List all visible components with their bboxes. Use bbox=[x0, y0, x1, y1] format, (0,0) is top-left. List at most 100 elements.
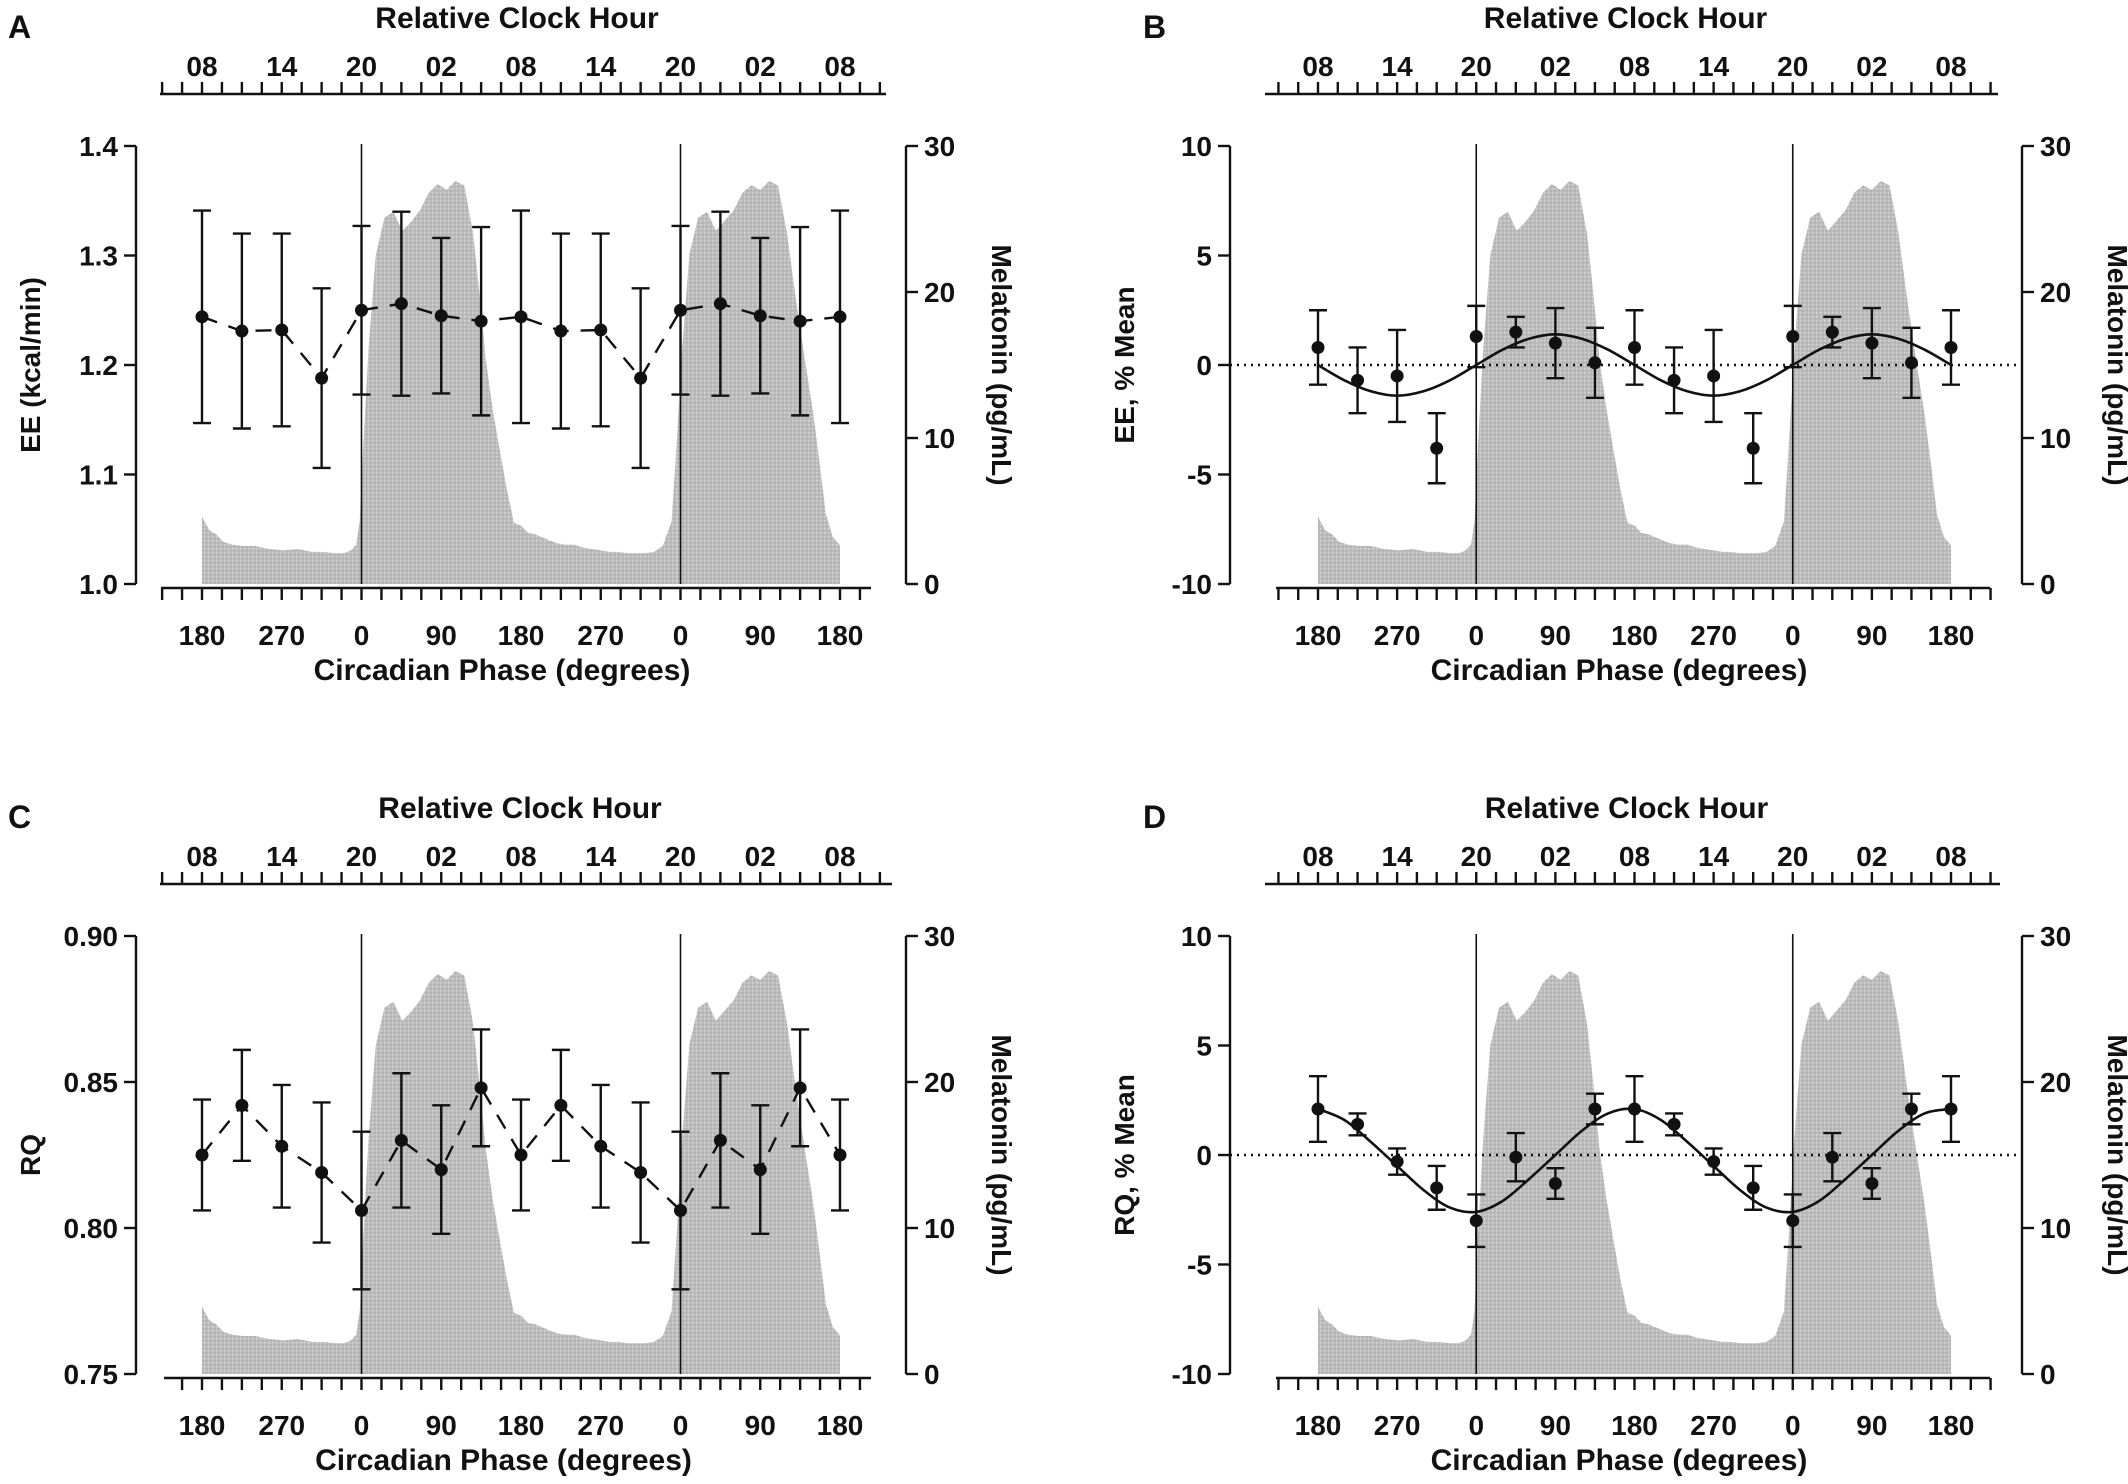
data-point bbox=[474, 1081, 488, 1095]
top-x-tick-label: 08 bbox=[1935, 841, 1966, 872]
top-x-tick-label: 02 bbox=[1856, 51, 1887, 82]
bottom-x-axis-label: Circadian Phase (degrees) bbox=[1431, 654, 1808, 687]
data-point bbox=[594, 1139, 608, 1153]
bottom-x-tick-label: 0 bbox=[354, 1410, 370, 1441]
top-x-axis-label: Relative Clock Hour bbox=[1485, 792, 1769, 825]
data-point bbox=[394, 1133, 408, 1147]
bottom-x-tick-label: 0 bbox=[1785, 1410, 1801, 1441]
left-y-tick-label: 1.4 bbox=[79, 131, 118, 162]
bottom-x-tick-label: 90 bbox=[745, 620, 776, 651]
top-x-tick-label: 02 bbox=[1856, 841, 1887, 872]
right-y-axis-label: Melatonin (pg/mL) bbox=[986, 1034, 1017, 1275]
data-point bbox=[235, 1098, 249, 1112]
data-point bbox=[1430, 1181, 1444, 1195]
top-x-tick-label: 08 bbox=[1302, 51, 1333, 82]
data-point bbox=[434, 309, 448, 323]
data-point bbox=[514, 1148, 528, 1162]
data-point bbox=[1746, 1181, 1760, 1195]
left-y-tick-label: 1.2 bbox=[79, 350, 118, 381]
top-x-tick-label: 02 bbox=[426, 51, 457, 82]
top-x-tick-label: 08 bbox=[1935, 51, 1966, 82]
left-y-tick-label: 0.85 bbox=[64, 1067, 119, 1098]
data-point bbox=[634, 371, 648, 385]
top-x-tick-label: 20 bbox=[346, 841, 377, 872]
data-point bbox=[1786, 1214, 1800, 1228]
bottom-x-tick-label: 270 bbox=[577, 1410, 624, 1441]
bottom-x-tick-label: 270 bbox=[1690, 620, 1737, 651]
data-point bbox=[1509, 1150, 1523, 1164]
data-point bbox=[713, 1133, 727, 1147]
left-y-tick-label: 5 bbox=[1196, 1031, 1212, 1062]
data-point bbox=[1548, 1176, 1562, 1190]
data-point bbox=[634, 1166, 648, 1180]
panel-C: C 0.75 0.80 0.85 0.90 RQ 0 10 20 30 Melatonin (pg/… bbox=[8, 792, 1017, 1477]
data-point bbox=[554, 324, 568, 338]
bottom-x-tick-label: 180 bbox=[179, 620, 226, 651]
panel-letter: D bbox=[1143, 799, 1166, 835]
top-x-tick-label: 02 bbox=[745, 841, 776, 872]
bottom-x-tick-label: 0 bbox=[1468, 620, 1484, 651]
left-y-axis-label: EE (kcal/min) bbox=[15, 277, 46, 453]
left-y-tick-label: 1.3 bbox=[79, 241, 118, 272]
data-point bbox=[833, 310, 847, 324]
bottom-x-tick-label: 270 bbox=[258, 1410, 305, 1441]
data-point bbox=[793, 1081, 807, 1095]
data-point bbox=[1430, 441, 1444, 455]
top-x-tick-label: 14 bbox=[585, 841, 617, 872]
top-x-tick-label: 20 bbox=[1461, 841, 1492, 872]
data-point bbox=[1667, 373, 1681, 387]
top-x-tick-label: 14 bbox=[1382, 51, 1414, 82]
top-x-tick-label: 20 bbox=[1777, 841, 1808, 872]
top-x-tick-label: 08 bbox=[824, 51, 855, 82]
data-point bbox=[753, 1163, 767, 1177]
bottom-x-tick-label: 270 bbox=[1374, 620, 1421, 651]
data-point bbox=[1351, 1117, 1365, 1131]
bottom-x-tick-label: 270 bbox=[1690, 1410, 1737, 1441]
data-point bbox=[1825, 325, 1839, 339]
data-point bbox=[1786, 330, 1800, 344]
bottom-x-axis-label: Circadian Phase (degrees) bbox=[1431, 1444, 1808, 1477]
data-point bbox=[474, 314, 488, 328]
top-x-tick-label: 08 bbox=[1302, 841, 1333, 872]
left-y-axis-label: RQ, % Mean bbox=[1109, 1074, 1140, 1236]
bottom-x-tick-label: 90 bbox=[1856, 620, 1887, 651]
left-y-tick-label: 10 bbox=[1181, 921, 1212, 952]
bottom-x-tick-label: 180 bbox=[1611, 620, 1658, 651]
left-y-tick-label: 0 bbox=[1196, 350, 1212, 381]
bottom-x-tick-label: 180 bbox=[1928, 1410, 1975, 1441]
panel-B: B -10 -5 0 5 10 EE, % Mean 0 10 20 30 Melatonin (pg… bbox=[1109, 2, 2128, 687]
data-point bbox=[355, 303, 368, 317]
left-y-axis-label: EE, % Mean bbox=[1109, 286, 1140, 443]
data-point bbox=[1707, 369, 1721, 383]
data-point bbox=[1865, 336, 1879, 350]
top-x-tick-label: 08 bbox=[186, 51, 217, 82]
right-y-tick-label: 30 bbox=[924, 921, 955, 952]
data-point bbox=[1825, 1150, 1839, 1164]
data-point bbox=[1469, 330, 1483, 344]
right-y-tick-label: 0 bbox=[2040, 1359, 2056, 1390]
top-x-tick-label: 08 bbox=[1619, 841, 1650, 872]
bottom-x-tick-label: 90 bbox=[1540, 620, 1571, 651]
right-y-tick-label: 0 bbox=[924, 1359, 940, 1390]
data-point bbox=[833, 1148, 847, 1162]
data-point bbox=[315, 1166, 329, 1180]
data-point bbox=[674, 1203, 687, 1217]
data-point bbox=[1469, 1214, 1483, 1228]
left-y-tick-label: 0.80 bbox=[64, 1213, 119, 1244]
top-x-tick-label: 08 bbox=[1619, 51, 1650, 82]
bottom-x-tick-label: 0 bbox=[1785, 620, 1801, 651]
bottom-x-axis-label: Circadian Phase (degrees) bbox=[314, 654, 691, 687]
data-point bbox=[1944, 340, 1958, 354]
top-x-tick-label: 02 bbox=[426, 841, 457, 872]
data-point bbox=[1588, 1102, 1602, 1116]
left-y-tick-label: 0 bbox=[1196, 1140, 1212, 1171]
top-x-tick-label: 08 bbox=[186, 841, 217, 872]
data-point bbox=[594, 323, 608, 337]
data-point bbox=[235, 324, 249, 338]
data-point bbox=[394, 297, 408, 311]
top-x-tick-label: 02 bbox=[1540, 841, 1571, 872]
right-y-tick-label: 20 bbox=[2040, 277, 2071, 308]
bottom-x-tick-label: 180 bbox=[1611, 1410, 1658, 1441]
bottom-x-tick-label: 90 bbox=[1540, 1410, 1571, 1441]
data-point bbox=[1746, 441, 1760, 455]
